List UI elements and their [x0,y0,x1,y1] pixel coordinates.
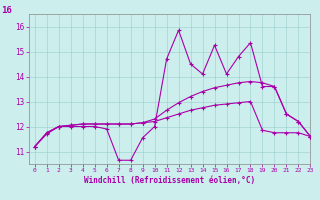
Text: 16: 16 [2,6,12,15]
X-axis label: Windchill (Refroidissement éolien,°C): Windchill (Refroidissement éolien,°C) [84,176,255,185]
